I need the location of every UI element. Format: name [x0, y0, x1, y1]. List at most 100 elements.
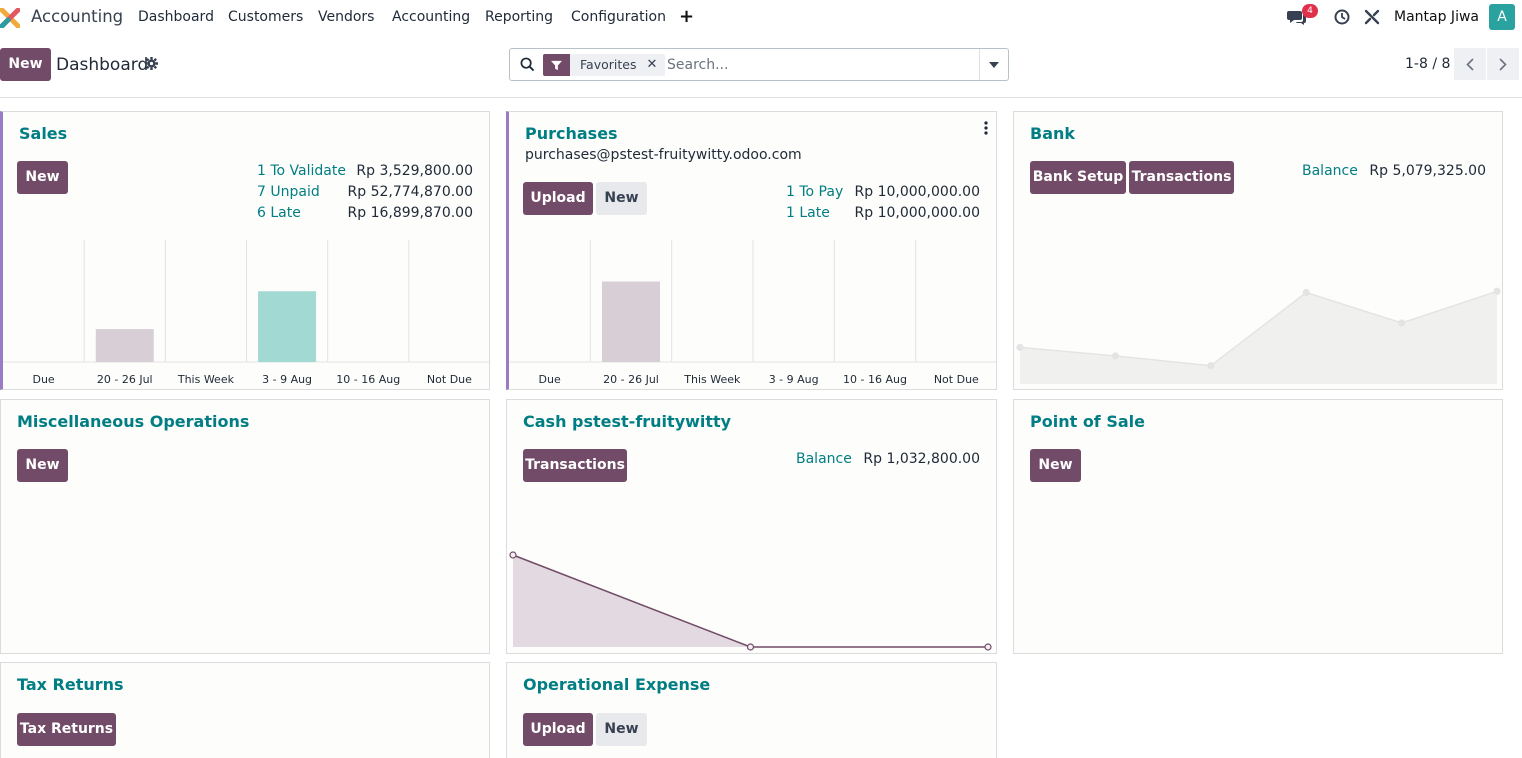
favorites-facet: Favorites ✕: [543, 54, 666, 76]
purchases-new-button[interactable]: New: [596, 182, 647, 215]
bank-chart-point: [1398, 319, 1406, 327]
misc-title[interactable]: Miscellaneous Operations: [17, 412, 250, 431]
messages-icon[interactable]: [1287, 8, 1307, 26]
cash-journal-card: Cash pstest-fruitywitty Transactions Bal…: [506, 399, 997, 654]
sales-bar-chart: Due 20 - 26 Jul This Week 3 - 9 Aug 10 - 16 …: [3, 240, 489, 386]
user-name[interactable]: Mantap Jiwa: [1394, 9, 1479, 25]
sales-stat-late-value: Rp 16,899,870.00: [347, 205, 474, 221]
cash-balance-label[interactable]: Balance: [796, 451, 852, 467]
user-avatar[interactable]: A: [1489, 4, 1515, 30]
purchases-stat-late-value: Rp 10,000,000.00: [854, 205, 981, 221]
cash-chart-point: [746, 643, 755, 651]
purchases-stat-late[interactable]: 1 Late: [786, 205, 830, 221]
sales-stat-to-validate-value: Rp 3,529,800.00: [356, 163, 473, 179]
app-name[interactable]: Accounting: [31, 7, 124, 26]
purchases-journal-card: Purchases purchases@pstest-fruitywitty.o…: [506, 111, 997, 390]
bank-chart-point: [1016, 343, 1024, 352]
control-panel: New Dashboard Favorites ✕ 1-8 / 8: [0, 34, 1522, 98]
purchases-chart-tick-label: Due: [539, 373, 561, 386]
purchases-stat-to-pay[interactable]: 1 To Pay: [786, 184, 844, 200]
bank-chart-point: [1207, 362, 1215, 370]
tax-title[interactable]: Tax Returns: [17, 675, 124, 694]
search-bar: Favorites ✕: [509, 48, 1009, 81]
pager-value[interactable]: 1-8 / 8: [1405, 56, 1451, 72]
purchases-chart-tick-label: This Week: [683, 373, 741, 386]
cash-chart-area: [513, 555, 988, 647]
sales-stat-late[interactable]: 6 Late: [257, 205, 301, 221]
debug-tools-icon[interactable]: [1364, 9, 1380, 25]
breadcrumb: Dashboard: [56, 55, 149, 75]
bank-chart-point: [1493, 287, 1501, 295]
purchases-title[interactable]: Purchases: [525, 124, 618, 143]
top-navbar: Accounting Dashboard Customers Vendors A…: [0, 0, 1522, 34]
sales-chart-tick-label: Due: [32, 373, 54, 386]
bank-journal-card: Bank Bank Setup Transactions Balance Rp …: [1013, 111, 1503, 390]
bank-chart-area: [1020, 291, 1497, 384]
filter-icon: [543, 54, 570, 76]
menu-accounting[interactable]: Accounting: [392, 9, 471, 25]
bank-balance-value: Rp 5,079,325.00: [1369, 163, 1486, 179]
opex-title[interactable]: Operational Expense: [523, 675, 711, 694]
operational-expense-card: Operational Expense Upload New: [506, 662, 997, 758]
sales-stat-unpaid[interactable]: 7 Unpaid: [257, 184, 320, 200]
caret-down-icon: [989, 61, 999, 68]
sales-stat-unpaid-value: Rp 52,774,870.00: [347, 184, 474, 200]
pager-next-button[interactable]: [1487, 48, 1519, 80]
gear-icon[interactable]: [145, 57, 158, 70]
add-menu-icon[interactable]: +: [679, 6, 695, 27]
activity-clock-icon[interactable]: [1334, 9, 1350, 25]
accounting-app-logo-icon[interactable]: [0, 8, 20, 28]
bank-transactions-button[interactable]: Transactions: [1129, 161, 1234, 194]
bank-chart-line: [1019, 290, 1498, 367]
bank-balance-label[interactable]: Balance: [1302, 163, 1358, 179]
tax-returns-card: Tax Returns Tax Returns: [0, 662, 490, 758]
search-input[interactable]: [667, 55, 967, 75]
facet-label: Favorites: [580, 57, 637, 72]
opex-new-button[interactable]: New: [596, 713, 647, 746]
menu-vendors[interactable]: Vendors: [318, 9, 375, 25]
purchases-upload-button[interactable]: Upload: [523, 182, 593, 215]
sales-chart-tick-label: 3 - 9 Aug: [262, 373, 312, 386]
menu-configuration[interactable]: Configuration: [571, 9, 666, 25]
kebab-menu-icon[interactable]: [984, 121, 988, 135]
purchases-chart-tick-label: Not Due: [934, 373, 979, 386]
cash-title[interactable]: Cash pstest-fruitywitty: [523, 412, 732, 431]
cash-chart-point: [509, 551, 517, 559]
pos-new-button[interactable]: New: [1030, 449, 1081, 482]
search-options-toggle[interactable]: [979, 49, 1008, 80]
tax-returns-button[interactable]: Tax Returns: [17, 713, 116, 746]
bank-setup-button[interactable]: Bank Setup: [1030, 161, 1126, 194]
chevron-right-icon: [1499, 57, 1507, 71]
sales-chart-tick-label: 10 - 16 Aug: [336, 373, 400, 386]
menu-reporting[interactable]: Reporting: [485, 9, 554, 25]
cash-transactions-button[interactable]: Transactions: [523, 449, 627, 482]
new-button[interactable]: New: [0, 48, 51, 81]
pos-title[interactable]: Point of Sale: [1030, 412, 1145, 431]
misc-operations-card: Miscellaneous Operations New: [0, 399, 490, 654]
purchases-bar-chart: Due 20 - 26 Jul This Week 3 - 9 Aug 10 - 16 …: [509, 240, 996, 386]
point-of-sale-card: Point of Sale New: [1013, 399, 1503, 654]
sales-stat-to-validate[interactable]: 1 To Validate: [257, 163, 346, 179]
messages-count-badge: 4: [1302, 4, 1318, 18]
remove-facet-icon[interactable]: ✕: [646, 57, 658, 72]
pager-previous-button[interactable]: [1454, 48, 1486, 80]
chevron-left-icon: [1466, 57, 1474, 71]
sales-new-button[interactable]: New: [17, 161, 68, 194]
menu-customers[interactable]: Customers: [228, 9, 304, 25]
opex-upload-button[interactable]: Upload: [523, 713, 593, 746]
purchases-chart-tick-label: 3 - 9 Aug: [769, 373, 819, 386]
cash-balance-value: Rp 1,032,800.00: [863, 451, 980, 467]
bank-title[interactable]: Bank: [1030, 124, 1076, 143]
bank-balance-chart: [1016, 287, 1501, 384]
menu-dashboard[interactable]: Dashboard: [138, 9, 214, 25]
purchases-chart-tick-label: 20 - 26 Jul: [603, 373, 659, 386]
sales-journal-card: Sales New 1 To Validate Rp 3,529,800.00 …: [0, 111, 490, 390]
search-icon[interactable]: [520, 57, 535, 72]
misc-new-button[interactable]: New: [17, 449, 68, 482]
sales-chart-bar: [258, 291, 317, 362]
sales-title[interactable]: Sales: [19, 124, 68, 143]
bank-chart-point: [1111, 352, 1120, 360]
sales-chart-tick-label: This Week: [177, 373, 235, 386]
sales-chart-tick-label: 20 - 26 Jul: [97, 373, 153, 386]
purchases-stat-to-pay-value: Rp 10,000,000.00: [854, 184, 981, 200]
